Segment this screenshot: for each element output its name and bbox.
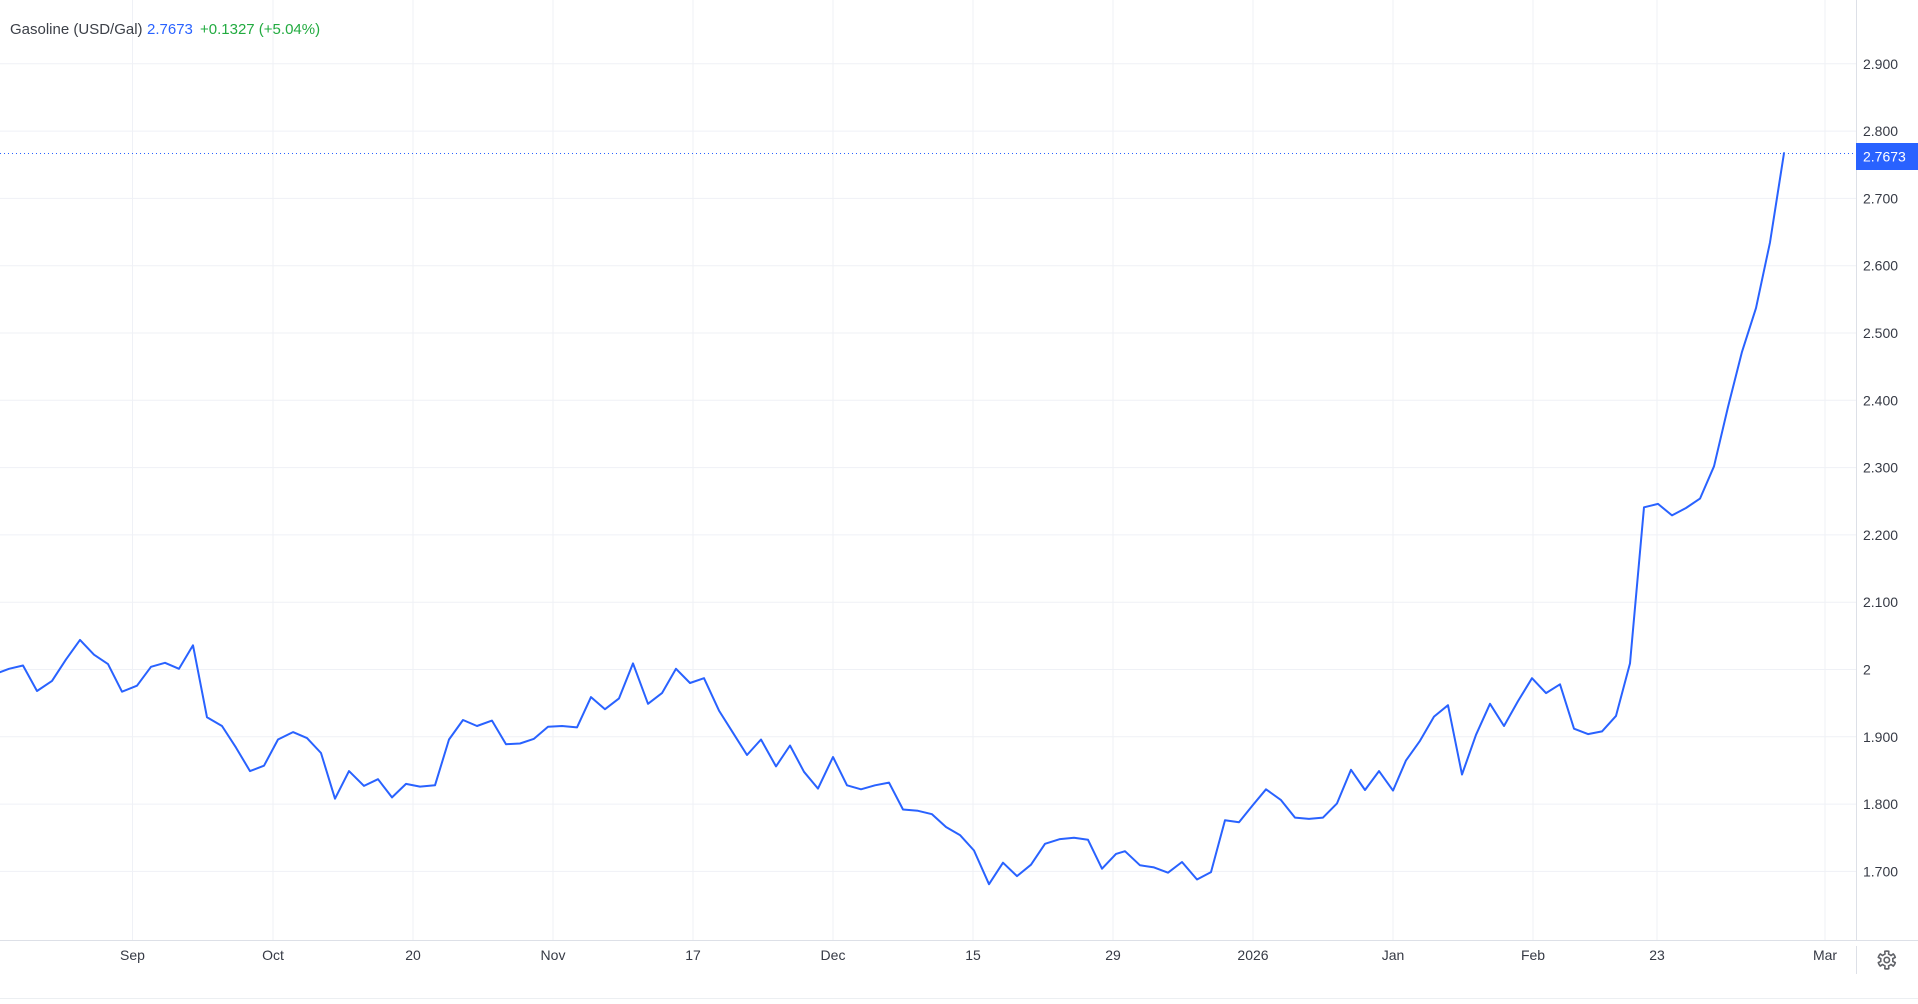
- svg-text:2.100: 2.100: [1863, 594, 1898, 610]
- svg-text:2.7673: 2.7673: [1863, 149, 1906, 165]
- svg-text:Jan: Jan: [1382, 947, 1405, 963]
- svg-text:1.900: 1.900: [1863, 729, 1898, 745]
- svg-text:29: 29: [1105, 947, 1121, 963]
- svg-text:23: 23: [1649, 947, 1665, 963]
- svg-text:2: 2: [1863, 662, 1871, 678]
- svg-text:1.700: 1.700: [1863, 863, 1898, 879]
- svg-text:+0.1327 (+5.04%): +0.1327 (+5.04%): [200, 21, 320, 38]
- svg-text:2.300: 2.300: [1863, 460, 1898, 476]
- svg-text:2.800: 2.800: [1863, 123, 1898, 139]
- svg-text:2.400: 2.400: [1863, 392, 1898, 408]
- svg-text:Mar: Mar: [1813, 947, 1837, 963]
- svg-text:Gasoline (USD/Gal): Gasoline (USD/Gal): [10, 21, 143, 38]
- svg-text:Nov: Nov: [541, 947, 566, 963]
- svg-text:2.600: 2.600: [1863, 258, 1898, 274]
- svg-text:2.200: 2.200: [1863, 527, 1898, 543]
- svg-text:1.800: 1.800: [1863, 796, 1898, 812]
- svg-text:Sep: Sep: [120, 947, 145, 963]
- svg-text:Oct: Oct: [262, 947, 284, 963]
- svg-text:Dec: Dec: [821, 947, 846, 963]
- svg-text:15: 15: [965, 947, 981, 963]
- svg-text:2.7673: 2.7673: [147, 21, 193, 38]
- svg-text:2026: 2026: [1237, 947, 1268, 963]
- svg-text:2.900: 2.900: [1863, 56, 1898, 72]
- svg-text:Feb: Feb: [1521, 947, 1545, 963]
- svg-text:17: 17: [685, 947, 701, 963]
- svg-text:2.700: 2.700: [1863, 190, 1898, 206]
- svg-text:20: 20: [405, 947, 421, 963]
- svg-text:2.500: 2.500: [1863, 325, 1898, 341]
